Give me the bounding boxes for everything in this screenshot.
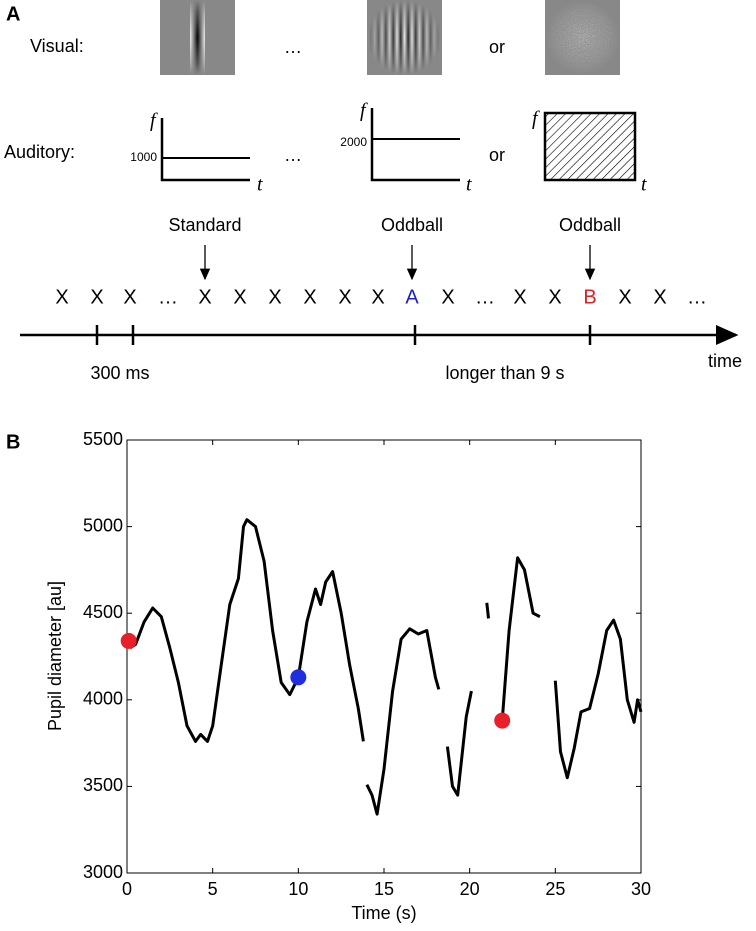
pupil-line — [129, 518, 643, 816]
sequence-item: A — [405, 286, 419, 308]
sequence-item: X — [90, 286, 103, 308]
x-axis-label: Time (s) — [351, 903, 416, 923]
sequence-item: X — [303, 286, 316, 308]
timeline — [20, 245, 739, 345]
x-tick-label: 15 — [374, 879, 394, 899]
arrow-label: Oddball — [559, 215, 621, 235]
sequence-item: X — [268, 286, 281, 308]
arrow-label: Oddball — [381, 215, 443, 235]
event-marker — [120, 632, 137, 649]
x-tick-label: 25 — [545, 879, 565, 899]
sequence-item: X — [198, 286, 211, 308]
sequence-item: X — [338, 286, 351, 308]
axis-f: f — [150, 110, 158, 132]
axis-f: f — [360, 100, 368, 122]
sequence-item: X — [548, 286, 561, 308]
axis-t: t — [641, 174, 647, 196]
gabor-low — [160, 0, 235, 75]
x-tick-label: 0 — [122, 879, 132, 899]
auditory-plots — [160, 108, 637, 182]
panel-label: A — [6, 3, 20, 25]
ellipsis: … — [284, 145, 302, 165]
time-label: time — [708, 351, 742, 371]
plot: 3000 3500 4000 4500 5000 5500 0 5 10 15 20 25 30 — [83, 429, 651, 899]
sequence-item: X — [618, 286, 631, 308]
or: or — [489, 37, 505, 57]
x-tick-label: 20 — [460, 879, 480, 899]
x-tick-label: 30 — [631, 879, 651, 899]
arrow-label: Standard — [168, 215, 241, 235]
axis-t: t — [257, 174, 263, 196]
panel-label: B — [6, 431, 20, 453]
y-tick-label: 4500 — [83, 602, 123, 622]
sequence-item: X — [441, 286, 454, 308]
sequence-item: X — [55, 286, 68, 308]
noise-patch — [545, 0, 620, 75]
auditory-label: Auditory: — [4, 142, 75, 162]
event-marker — [290, 669, 307, 686]
y-tick-label: 5500 — [83, 429, 123, 449]
interval-label: 300 ms — [90, 363, 149, 383]
y-tick-label: 5000 — [83, 515, 123, 535]
x-tick-label: 10 — [288, 879, 308, 899]
y-axis-label: Pupil diameter [au] — [45, 581, 65, 731]
axis-f: f — [532, 108, 540, 130]
gap-label: longer than 9 s — [445, 363, 564, 383]
level-label: 2000 — [340, 135, 367, 149]
sequence-item: X — [123, 286, 136, 308]
visual-label: Visual: — [30, 36, 84, 56]
sequence-item: X — [653, 286, 666, 308]
x-tick-label: 5 — [208, 879, 218, 899]
sequence: X X X… X X X X X X A X… X X B X X… — [55, 286, 707, 308]
y-tick-label: 4000 — [83, 689, 123, 709]
sequence-item: … — [687, 286, 707, 308]
y-tick-label: 3500 — [83, 775, 123, 795]
sequence-item: X — [233, 286, 246, 308]
gabor-high — [367, 0, 442, 75]
sequence-item: X — [371, 286, 384, 308]
or: or — [489, 145, 505, 165]
y-tick-label: 3000 — [83, 862, 123, 882]
event-marker — [494, 712, 511, 729]
sequence-item: … — [475, 286, 495, 308]
ellipsis: … — [284, 37, 302, 57]
sequence-item: … — [158, 286, 178, 308]
level-label: 1000 — [130, 150, 157, 164]
sequence-item: X — [513, 286, 526, 308]
axis-t: t — [466, 174, 472, 196]
plot-frame — [126, 439, 642, 874]
sequence-item: B — [583, 286, 596, 308]
